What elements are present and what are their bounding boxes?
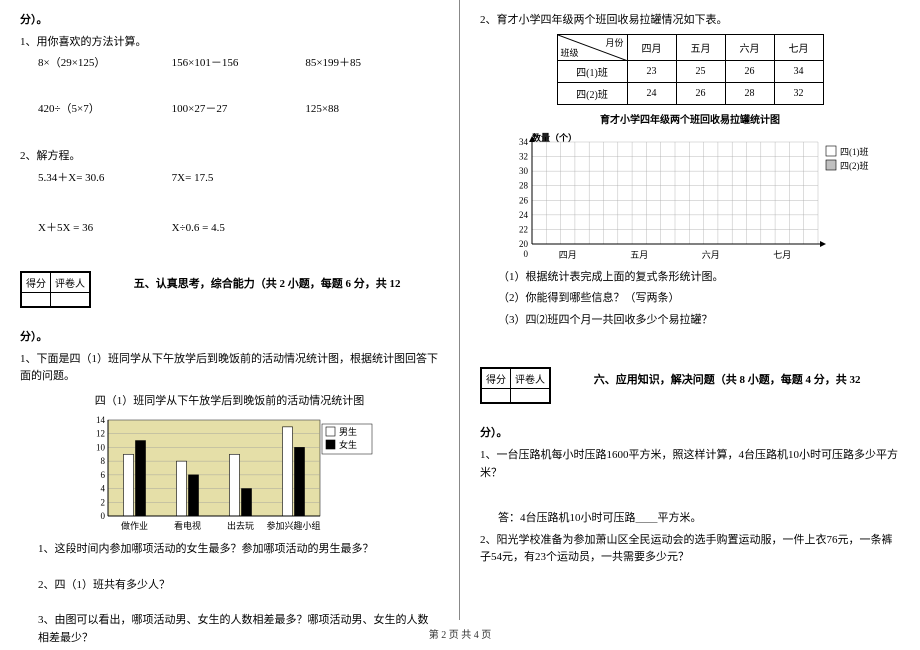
svg-text:24: 24 [519, 209, 529, 219]
col-h: 六月 [725, 34, 774, 60]
eq-1a: 5.34＋X= 30.6 [38, 170, 172, 188]
col-h: 四月 [627, 34, 676, 60]
chart1-title: 四（1）班同学从下午放学后到晚饭前的活动情况统计图 [20, 392, 439, 408]
fen-heading-2: 分）。 [20, 329, 439, 347]
q5-2-2: （2）你能得到哪些信息？（写两条） [480, 290, 900, 308]
q5-2-1: （1）根据统计表完成上面的复式条形统计图。 [480, 269, 900, 287]
diag-top: 月份 [605, 36, 623, 49]
score-h2: 评卷人 [51, 273, 90, 293]
calc-1b: 156×101－156 [172, 55, 306, 73]
q6-1: 1、一台压路机每小时压路1600平方米，照这样计算，4台压路机10小时可压路多少… [480, 447, 900, 482]
svg-text:四月: 四月 [559, 250, 577, 260]
svg-text:七月: 七月 [773, 250, 791, 260]
score-section-6: 得分评卷人 六、应用知识，解决问题（共 8 小题，每题 4 分，共 32 [480, 357, 900, 407]
chart-2: 数量（个） 20 22 24 26 28 30 32 34 0 四月 五月 六月 七月 四(1)班四(2)班 [480, 132, 900, 265]
svg-text:四(2)班: 四(2)班 [840, 160, 869, 171]
left-column: 分）。 1、用你喜欢的方法计算。 8×（29×125） 156×101－156 … [0, 0, 460, 620]
cell: 25 [676, 60, 725, 82]
svg-text:六月: 六月 [702, 249, 720, 260]
score-h1: 得分 [22, 273, 51, 293]
svg-text:0: 0 [524, 249, 529, 259]
diag-bot: 班级 [561, 46, 579, 59]
row-label: 四(2)班 [557, 82, 627, 104]
fen-heading: 分）。 [20, 12, 439, 30]
col-h: 五月 [676, 34, 725, 60]
svg-text:参加兴趣小组: 参加兴趣小组 [266, 520, 320, 531]
svg-text:6: 6 [100, 470, 105, 480]
chart-1: 0 2 4 6 8 10 12 14 做作业 看电视 出去玩 参加兴趣小组 男生女生 [20, 414, 439, 537]
svg-text:10: 10 [96, 442, 106, 452]
q1: 1、用你喜欢的方法计算。 [20, 34, 439, 52]
svg-text:34: 34 [519, 137, 529, 147]
svg-text:做作业: 做作业 [120, 520, 147, 531]
svg-text:14: 14 [96, 415, 106, 425]
calc-2a: 420÷（5×7） [38, 101, 172, 119]
score-box: 得分评卷人 [480, 367, 551, 404]
q5-2-3: （3）四⑵班四个月一共回收多少个易拉罐？ [480, 312, 900, 330]
data-table: 月份 班级 四月 五月 六月 七月 四(1)班 23 25 26 34 四(2)… [557, 34, 824, 105]
q5-1-1: 1、这段时间内参加哪项活动的女生最多？参加哪项活动的男生最多？ [20, 541, 439, 559]
eq-2a: X＋5X = 36 [38, 220, 172, 238]
score-h1: 得分 [482, 369, 511, 389]
eq-row-1: 5.34＋X= 30.6 7X= 17.5 [20, 170, 439, 188]
calc-row-1: 8×（29×125） 156×101－156 85×199＋85 [20, 55, 439, 73]
score-h2: 评卷人 [511, 369, 550, 389]
diag-cell: 月份 班级 [557, 34, 627, 60]
svg-text:五月: 五月 [630, 250, 648, 260]
q5-1-3: 3、由图可以看出，哪项活动男、女生的人数相差最多？哪项活动男、女生的人数相差最少… [20, 612, 439, 647]
cell: 32 [774, 82, 823, 104]
q5-1: 1、下面是四（1）班同学从下午放学后到晚饭前的活动情况统计图，根据统计图回答下面… [20, 351, 439, 386]
calc-2c: 125×88 [305, 101, 439, 119]
right-column: 2、育才小学四年级两个班回收易拉罐情况如下表。 月份 班级 四月 五月 六月 七… [460, 0, 920, 620]
svg-text:4: 4 [100, 484, 105, 494]
eq-2b: X÷0.6 = 4.5 [172, 220, 306, 238]
q5-2: 2、育才小学四年级两个班回收易拉罐情况如下表。 [480, 12, 900, 30]
chart2-title: 育才小学四年级两个班回收易拉罐统计图 [480, 111, 900, 126]
svg-text:出去玩: 出去玩 [226, 520, 253, 531]
calc-row-2: 420÷（5×7） 100×27－27 125×88 [20, 101, 439, 119]
svg-text:12: 12 [96, 429, 105, 439]
score-box: 得分评卷人 [20, 271, 91, 308]
cell: 24 [627, 82, 676, 104]
svg-text:看电视: 看电视 [173, 520, 200, 531]
svg-text:32: 32 [519, 151, 528, 161]
svg-text:30: 30 [519, 166, 529, 176]
cell: 34 [774, 60, 823, 82]
svg-text:数量（个）: 数量（个） [532, 132, 577, 143]
svg-text:28: 28 [519, 180, 529, 190]
svg-text:22: 22 [519, 224, 528, 234]
svg-text:四(1)班: 四(1)班 [840, 146, 869, 157]
svg-text:0: 0 [100, 511, 105, 521]
cell: 23 [627, 60, 676, 82]
col-h: 七月 [774, 34, 823, 60]
score-section-5: 得分评卷人 五、认真思考，综合能力（共 2 小题，每题 6 分，共 12 [20, 261, 439, 311]
eq-1b: 7X= 17.5 [172, 170, 306, 188]
fen-heading-r: 分）。 [480, 425, 900, 443]
row-label: 四(1)班 [557, 60, 627, 82]
section-5-title: 五、认真思考，综合能力（共 2 小题，每题 6 分，共 12 [134, 275, 401, 291]
cell: 26 [676, 82, 725, 104]
svg-text:8: 8 [100, 456, 105, 466]
calc-1a: 8×（29×125） [38, 55, 172, 73]
svg-text:女生: 女生 [339, 439, 357, 450]
svg-text:男生: 男生 [339, 426, 357, 437]
svg-text:2: 2 [100, 497, 105, 507]
q6-1a: 答：4台压路机10小时可压路＿＿平方米。 [480, 510, 900, 528]
section-6-title: 六、应用知识，解决问题（共 8 小题，每题 4 分，共 32 [594, 371, 861, 387]
svg-text:26: 26 [519, 195, 529, 205]
q5-1-2: 2、四（1）班共有多少人？ [20, 577, 439, 595]
calc-2b: 100×27－27 [172, 101, 306, 119]
eq-row-2: X＋5X = 36 X÷0.6 = 4.5 [20, 220, 439, 238]
cell: 28 [725, 82, 774, 104]
q2: 2、解方程。 [20, 148, 439, 166]
cell: 26 [725, 60, 774, 82]
q6-2: 2、阳光学校准备为参加萧山区全民运动会的选手购置运动服，一件上衣76元，一条裤子… [480, 532, 900, 567]
calc-1c: 85×199＋85 [305, 55, 439, 73]
svg-text:20: 20 [519, 239, 529, 249]
